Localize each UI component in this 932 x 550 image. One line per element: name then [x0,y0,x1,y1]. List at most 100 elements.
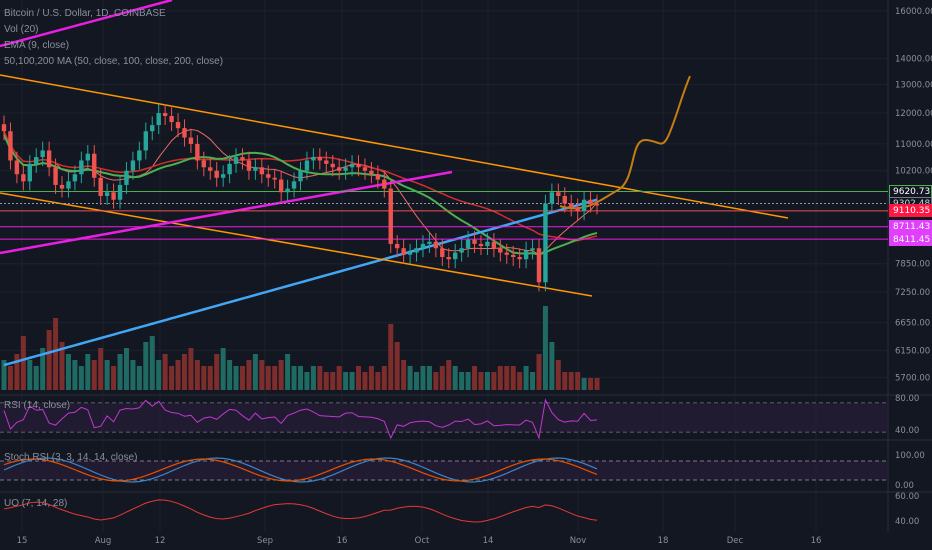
ema-indicator-label[interactable]: EMA (9, close) [4,40,70,51]
volume-bar [523,366,529,390]
uo-indicator-label[interactable]: UO (7, 14, 28) [4,498,68,509]
rsi-indicator-label[interactable]: RSI (14, close) [4,400,71,411]
candle-body [291,181,297,189]
volume-bar [310,366,316,390]
volume-bar [136,366,142,390]
volume-bar [149,336,155,390]
candle-body [53,167,58,185]
volume-bar [336,366,342,390]
volume-bar [439,366,445,390]
candle-body [311,157,316,161]
price-tick-label: 6150.00 [895,346,930,356]
candle-body [208,167,213,171]
price-tick-label: 7850.00 [895,260,930,270]
stoch-k-line [3,457,598,483]
candle-body [40,150,45,158]
volume-bar [91,360,97,390]
candle-body [98,177,103,196]
volume-bar [33,366,39,390]
stoch-rsi-pane [0,457,888,483]
projection-path [559,75,691,210]
volume-bar [317,366,323,390]
ma100-line [3,130,598,242]
volume-bar [201,366,207,390]
volume-bar [426,366,432,390]
trend-overlays [0,0,888,367]
volume-bar [375,372,381,390]
volume-bar [452,366,458,390]
candle-body [362,167,368,171]
price-tag: 8411.45 [889,232,932,246]
candle-body [530,248,535,251]
candle-body [459,248,464,253]
candle-body [569,203,574,208]
volume-bar [20,336,26,390]
vol-indicator-label[interactable]: Vol (20) [4,24,39,35]
volume-bar [356,366,362,390]
candle-body [446,256,451,260]
volume-bar [510,366,516,390]
volume-bar [130,360,136,390]
candle-body [388,188,393,244]
candle-body [420,243,426,249]
candle-body [233,157,239,164]
grid-lines [0,0,932,532]
candle-body [266,174,271,178]
candle-body [382,179,387,189]
candle-body [427,241,432,244]
candle-body [111,192,116,200]
volume-bar [536,354,542,390]
candle-body [85,153,90,161]
rsi-pane [0,398,888,440]
candle-body [188,137,194,144]
candle-body [304,160,310,171]
price-axis[interactable]: 16000.00 14000.00 13000.00 12000.00 11000.00… [895,7,932,527]
volume-bar [568,372,574,390]
volume-bar [156,360,162,390]
price-tag: 8711.43 [889,220,932,234]
candle-body [375,174,381,180]
volume-bar [388,324,394,390]
stoch-rsi-indicator-label[interactable]: Stoch RSI (3, 3, 14, 14, close) [4,452,138,463]
volume-bar [575,372,581,390]
candle-body [272,177,277,180]
volume-bar [581,378,587,390]
stoch-tick-label: 0.00 [895,481,914,491]
volume-bar [504,366,510,390]
uo-tick-label: 60.00 [895,492,919,502]
candle-body [401,248,406,255]
volume-bar [368,366,374,390]
rsi-line [3,398,598,440]
volume-bar [542,306,548,390]
candle-body [66,181,71,189]
stoch-band [0,461,888,480]
candle-body [21,174,26,182]
volume-bar [214,354,220,390]
volume-bar [530,372,536,390]
candle-body [330,163,335,168]
volume-bar [497,366,503,390]
volume-bar [123,348,129,390]
volume-bar [323,372,329,390]
candle-body [14,160,20,175]
price-tick-label: 11000.00 [895,140,932,150]
volume-bar [298,366,303,390]
volume-bar [72,360,78,390]
volume-bar [207,366,213,390]
candle-body [485,241,490,247]
candle-body [201,160,207,168]
volume-bar [188,348,194,390]
candle-body [543,203,548,283]
candle-body [452,252,458,260]
symbol-title: Bitcoin / U.S. Dollar, 1D, COINBASE [4,8,166,19]
candle-body [588,199,593,204]
volume-bar [104,360,110,390]
volume-bar [65,354,71,390]
candle-body [594,203,600,206]
ma-indicator-label[interactable]: 50,100,200 MA (50, close, 100, close, 20… [4,56,224,67]
volume-bar [278,360,284,390]
volume-bar [465,372,471,390]
time-axis[interactable]: 15 Aug 12 Sep 16 Oct 14 Nov 18 Dec 16 [17,536,822,546]
candle-body [278,179,284,193]
